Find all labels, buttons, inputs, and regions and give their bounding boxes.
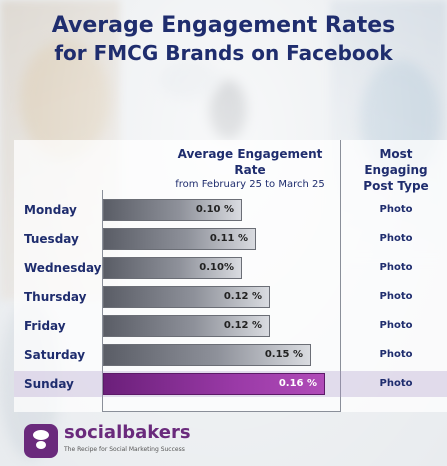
post-type-label: Photo: [379, 204, 413, 215]
post-type-label: Photo: [379, 320, 413, 331]
post-type-label: Photo: [379, 262, 413, 273]
category-label: Monday: [24, 203, 77, 217]
axis-line: [102, 190, 103, 412]
data-label: 0.10 %: [195, 204, 234, 215]
rate-subheader: from February 25 to March 25: [175, 179, 325, 190]
rate-header: Average Engagement Rate: [177, 147, 323, 177]
type-header-line-2: Post Type: [363, 179, 429, 193]
chef-hat-icon: [24, 424, 58, 458]
data-label: 0.12 %: [223, 320, 262, 331]
data-label: 0.15 %: [264, 349, 303, 360]
category-label: Sunday: [24, 377, 74, 391]
axis-baseline: [102, 411, 340, 412]
chart-title: Average Engagement Rates for FMCG Brands…: [0, 12, 447, 66]
bar: [103, 344, 311, 366]
bar: [103, 199, 242, 221]
data-label: 0.12 %: [223, 291, 262, 302]
category-label: Saturday: [24, 348, 86, 362]
category-label: Tuesday: [24, 232, 79, 246]
category-label: Wednesday: [24, 261, 102, 275]
category-label: Friday: [24, 319, 66, 333]
type-header-line-1: Most Engaging: [364, 147, 428, 177]
data-label: 0.10%: [199, 262, 234, 273]
bar: [103, 373, 325, 395]
title-line-1: Average Engagement Rates: [51, 13, 396, 38]
bar: [103, 228, 256, 250]
bar: [103, 286, 270, 308]
bar: [103, 257, 242, 279]
post-type-label: Photo: [379, 233, 413, 244]
column-divider: [340, 140, 341, 412]
title-line-2: for FMCG Brands on Facebook: [54, 41, 393, 65]
brand-name: socialbakers: [64, 422, 191, 443]
type-column-header: Most Engaging Post Type: [346, 146, 446, 194]
post-type-label: Photo: [379, 291, 413, 302]
brand-logo: socialbakers The Recipe for Social Marke…: [24, 420, 264, 460]
rate-column-header: Average Engagement Rate from February 25…: [164, 146, 336, 192]
category-label: Thursday: [24, 290, 87, 304]
post-type-label: Photo: [379, 349, 413, 360]
data-label: 0.16 %: [278, 378, 317, 389]
brand-tagline: The Recipe for Social Marketing Success: [64, 446, 185, 453]
data-label: 0.11 %: [209, 233, 248, 244]
bar: [103, 315, 270, 337]
post-type-label: Photo: [379, 378, 413, 389]
